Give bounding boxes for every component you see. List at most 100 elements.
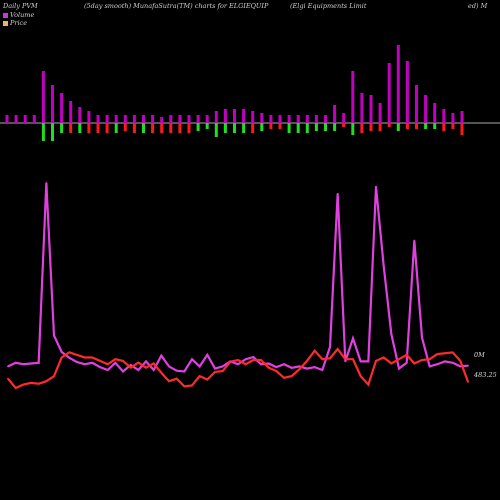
volume-bar-up — [151, 115, 155, 123]
volume-bar-down — [151, 123, 155, 133]
volume-point — [398, 367, 400, 370]
volume-bar-down — [378, 123, 382, 131]
price-point — [229, 360, 232, 363]
volume-point — [237, 363, 239, 366]
volume-bar-down — [114, 123, 118, 133]
volume-point — [382, 264, 385, 267]
legend-price-swatch — [3, 20, 8, 26]
price-point — [344, 358, 347, 361]
volume-point — [129, 364, 132, 366]
volume-bar-down — [424, 123, 428, 129]
volume-bar-down — [205, 123, 209, 129]
price-point — [122, 359, 124, 362]
volume-point — [290, 366, 293, 369]
volume-bar-up — [123, 115, 127, 123]
price-point — [359, 375, 362, 378]
volume-point — [206, 353, 209, 356]
price-point — [244, 363, 247, 366]
volume-bar-up — [87, 111, 91, 123]
price-point — [275, 370, 278, 372]
price-point — [290, 375, 293, 378]
volume-point — [152, 369, 155, 371]
volume-bar-up — [51, 85, 54, 123]
volume-bar-up — [415, 85, 418, 123]
volume-point — [183, 370, 186, 373]
price-point — [467, 380, 469, 383]
volume-point — [91, 361, 94, 364]
volume-bar-down — [60, 123, 64, 133]
volume-bar-up — [242, 109, 246, 123]
volume-point — [14, 361, 17, 364]
volume-point — [436, 363, 439, 366]
volume-bar-down — [251, 123, 255, 133]
volume-point — [367, 360, 370, 363]
price-point — [91, 356, 94, 359]
volume-bar-up — [296, 115, 300, 123]
volume-bar-up — [460, 111, 464, 123]
volume-bar-down — [87, 123, 91, 133]
volume-bar-down — [51, 123, 54, 141]
volume-bar-up — [187, 115, 191, 123]
volume-point — [321, 369, 324, 371]
volume-point — [267, 362, 270, 365]
volume-bar-down — [178, 123, 182, 133]
price-point — [168, 380, 170, 383]
price-point — [106, 363, 109, 366]
volume-point — [467, 364, 469, 367]
price-point — [114, 358, 117, 361]
price-point — [382, 356, 385, 359]
volume-point — [160, 354, 163, 357]
price-point — [99, 359, 101, 362]
volume-bar-down — [69, 123, 73, 133]
price-point — [45, 380, 48, 383]
volume-bar-down — [305, 123, 309, 133]
volume-point — [306, 367, 308, 370]
volume-bar-up — [5, 115, 9, 123]
volume-bar-up — [251, 111, 255, 123]
volume-bar-up — [178, 115, 182, 123]
header-title: Daily PVM — [3, 2, 38, 10]
volume-bar-down — [351, 123, 355, 135]
volume-bar-up — [278, 115, 282, 123]
header-company: (Elgi Equipments Limit — [290, 2, 367, 10]
volume-bar-down — [142, 123, 145, 133]
volume-bar-down — [360, 123, 364, 133]
price-point — [191, 384, 193, 387]
volume-axis-label: 0M — [474, 351, 485, 359]
volume-bars — [5, 45, 464, 141]
volume-bar-down — [451, 123, 455, 129]
volume-bar-down — [242, 123, 246, 133]
price-point — [306, 359, 308, 362]
volume-bar-up — [369, 95, 373, 123]
price-point — [390, 362, 393, 365]
price-point — [451, 351, 454, 354]
volume-bar-down — [287, 123, 291, 133]
price-point — [321, 358, 324, 361]
volume-bar-down — [260, 123, 264, 131]
volume-bar-down — [160, 123, 164, 133]
volume-bar-up — [269, 115, 273, 123]
volume-bar-up — [96, 115, 100, 123]
volume-point — [298, 365, 301, 368]
volume-point — [83, 363, 86, 366]
volume-bar-down — [324, 123, 327, 131]
volume-point — [451, 361, 454, 364]
volume-point — [405, 361, 408, 364]
volume-point — [413, 239, 416, 242]
volume-bar-up — [314, 115, 318, 123]
volume-bar-down — [405, 123, 409, 129]
volume-point — [375, 185, 377, 188]
legend-volume: Volume — [3, 11, 34, 19]
volume-point — [22, 363, 25, 366]
volume-bar-up — [260, 113, 264, 123]
price-point — [336, 348, 339, 350]
price-point — [313, 349, 316, 352]
volume-point — [244, 358, 247, 361]
volume-bar-up — [451, 113, 455, 123]
price-point — [137, 361, 140, 364]
volume-bar-down — [314, 123, 318, 131]
price-point — [428, 358, 431, 361]
volume-bar-down — [342, 123, 346, 127]
volume-bar-up — [396, 45, 400, 123]
